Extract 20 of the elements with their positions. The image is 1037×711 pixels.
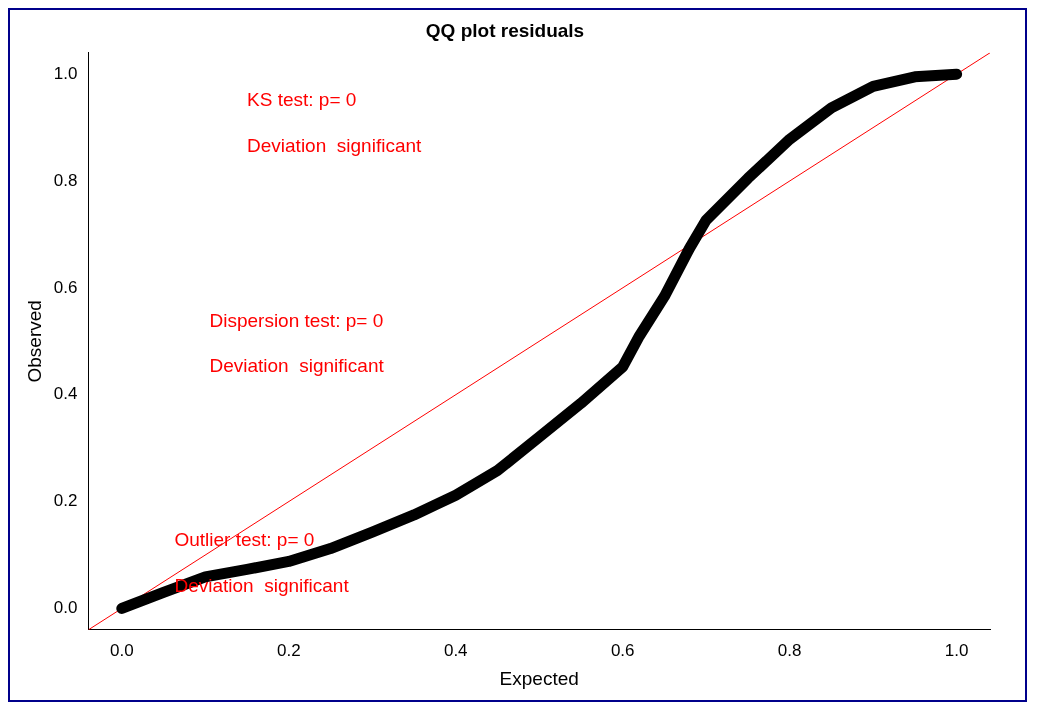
chart-title: QQ plot residuals — [425, 19, 585, 41]
annotation: Dispersion test: p= 0 — [209, 309, 384, 331]
y-tick-label: 0.8 — [53, 170, 78, 190]
x-tick-label: 0.2 — [276, 640, 301, 660]
y-tick-label: 0.0 — [53, 598, 78, 618]
x-tick-label: 0.0 — [110, 640, 134, 660]
y-axis-title: Observed — [23, 300, 45, 383]
y-tick-label: 0.4 — [53, 384, 78, 404]
x-axis-title: Expected — [499, 667, 579, 689]
annotation: Deviation significant — [247, 134, 423, 156]
x-tick-label: 0.8 — [777, 640, 802, 660]
annotation: KS test: p= 0 — [247, 89, 357, 111]
annotation: Deviation significant — [209, 355, 385, 377]
x-tick-label: 0.6 — [610, 640, 635, 660]
x-tick-label: 1.0 — [944, 640, 969, 660]
y-tick-label: 0.6 — [53, 277, 78, 297]
y-tick-label: 1.0 — [53, 63, 78, 83]
y-tick-label: 0.2 — [53, 491, 78, 511]
annotation: Outlier test: p= 0 — [174, 528, 315, 550]
x-tick-label: 0.4 — [443, 640, 468, 660]
